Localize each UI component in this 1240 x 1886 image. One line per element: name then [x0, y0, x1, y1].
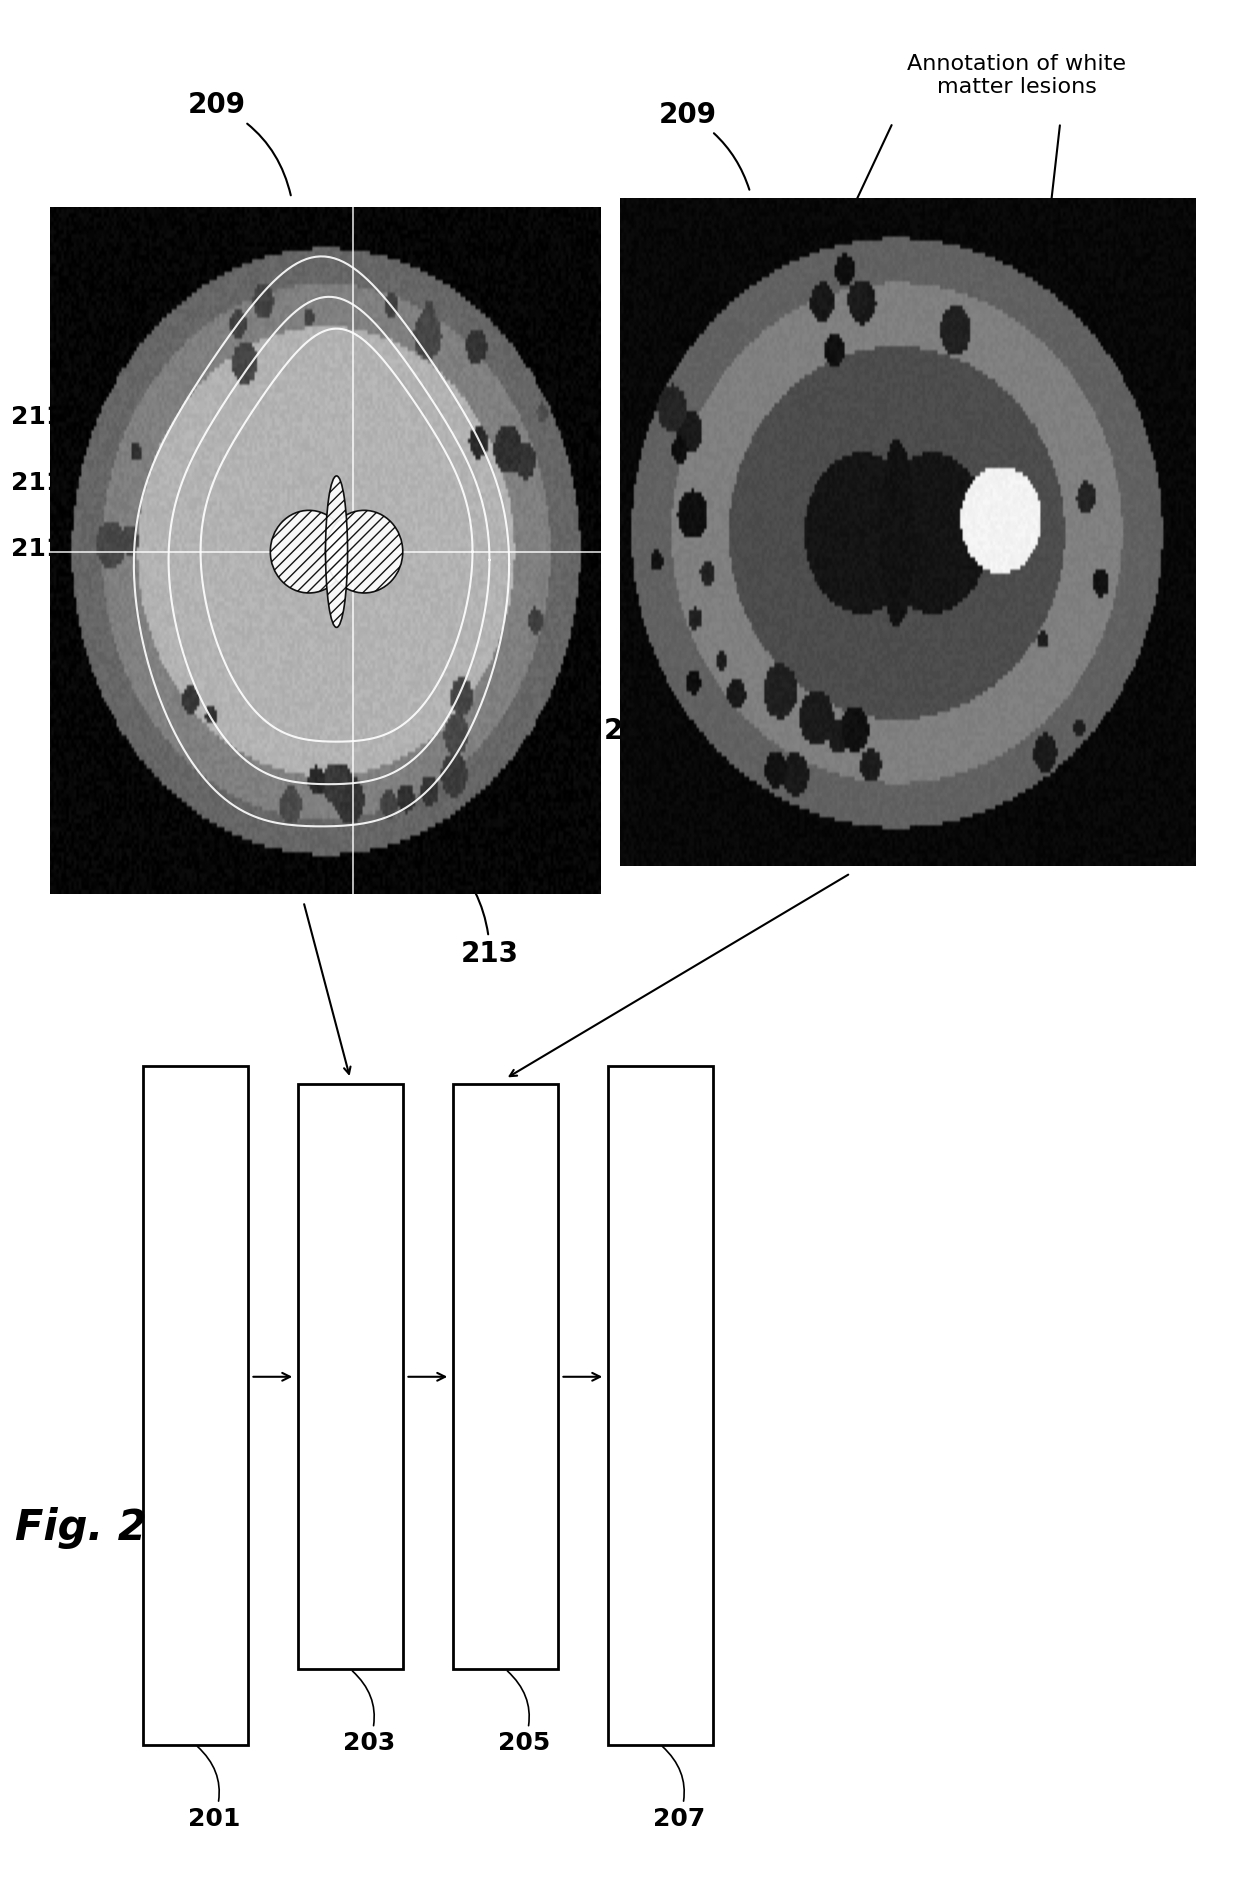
Text: 209: 209 — [660, 100, 749, 190]
Text: 203: 203 — [342, 1671, 396, 1756]
Text: 211: 211 — [11, 538, 134, 604]
Text: 211: 211 — [11, 472, 134, 532]
Bar — [143, 1066, 248, 1745]
Text: 201: 201 — [187, 1746, 241, 1831]
Text: 211: 211 — [11, 405, 134, 475]
Text: 205: 205 — [497, 1671, 551, 1756]
Text: 213: 213 — [449, 854, 518, 968]
Bar — [298, 1084, 403, 1669]
Ellipse shape — [325, 475, 347, 628]
Text: 207: 207 — [652, 1746, 706, 1831]
Text: 209: 209 — [188, 91, 291, 196]
Ellipse shape — [325, 511, 403, 592]
Text: Fig. 2: Fig. 2 — [15, 1507, 146, 1548]
Text: Annotation of white
matter lesions: Annotation of white matter lesions — [908, 55, 1126, 96]
Text: 213: 213 — [604, 685, 661, 745]
Bar — [453, 1084, 558, 1669]
Bar — [608, 1066, 713, 1745]
Ellipse shape — [270, 511, 347, 592]
